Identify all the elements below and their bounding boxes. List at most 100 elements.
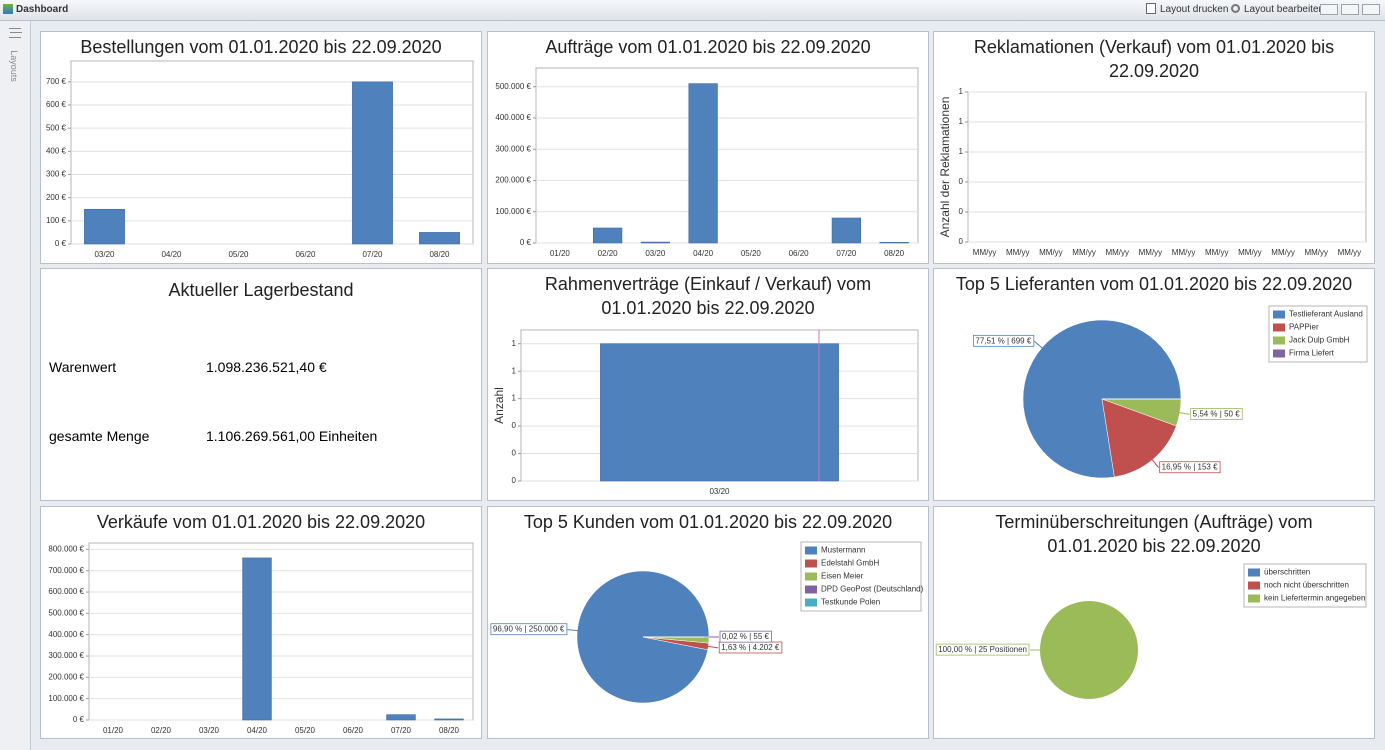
y-tick-label: 600.000 € (48, 587, 84, 596)
restore-button[interactable] (1341, 4, 1359, 15)
chart: 100,00 % | 25 Positionen überschritten noc… (935, 563, 1367, 699)
x-tick-label: 04/20 (247, 726, 268, 735)
sidebar-label[interactable]: Layouts (9, 50, 19, 82)
label-leader (1173, 411, 1190, 415)
x-tick-label: 08/20 (439, 726, 460, 735)
plot-area (70, 60, 474, 245)
chart-title: Top 5 Kunden vom 01.01.2020 bis 22.09.20… (523, 512, 893, 532)
chart-title: Reklamationen (Verkauf) vom 01.01.2020 b… (973, 37, 1335, 81)
bar (386, 714, 416, 721)
print-icon (1146, 3, 1156, 14)
x-tick-label: 06/20 (343, 726, 364, 735)
legend-label: noch nicht überschritten (1264, 581, 1349, 590)
x-tick-label: 02/20 (151, 726, 172, 735)
stock-value: 1.106.269.561,00 Einheiten (206, 428, 378, 444)
y-tick-label: 0 (512, 421, 517, 430)
y-axis-title: Anzahl (492, 387, 506, 424)
bar (242, 557, 272, 721)
y-tick-label: 1 (512, 339, 517, 348)
chart: 96,90 % | 250.000 € 1,63 % | 4.202 € 0,02 … (490, 541, 924, 704)
y-tick-label: 0 (959, 207, 964, 216)
edit-layout-button[interactable]: Layout bearbeiten (1244, 4, 1325, 15)
chart-title: Bestellungen vom 01.01.2020 bis 22.09.20… (80, 37, 442, 57)
x-tick-label: 03/20 (645, 249, 666, 258)
y-tick-label: 0 (512, 476, 517, 485)
legend-label: Mustermann (821, 546, 865, 555)
chart-panel: Reklamationen (Verkauf) vom 01.01.2020 b… (933, 31, 1375, 264)
bar (640, 241, 671, 244)
bar (600, 343, 839, 482)
label-box (935, 643, 1030, 656)
menu-icon[interactable] (9, 28, 21, 38)
x-tick-label: MM/yy (1039, 248, 1063, 257)
y-tick-label: 300 € (46, 170, 67, 179)
bar (688, 83, 718, 244)
bar (434, 718, 464, 721)
y-tick-label: 0 (959, 177, 964, 186)
data-label: 96,90 % | 250.000 € (493, 625, 565, 634)
legend-box (1243, 563, 1367, 608)
legend-swatch (1248, 594, 1260, 603)
bar (831, 217, 861, 244)
y-tick-label: 1 (512, 394, 517, 403)
chart-panel: Bestellungen vom 01.01.2020 bis 22.09.20… (40, 31, 482, 264)
x-tick-label: 02/20 (598, 249, 619, 258)
chart-panel: Verkäufe vom 01.01.2020 bis 22.09.2020 0 … (40, 506, 482, 739)
y-tick-label: 0 (512, 449, 517, 458)
print-layout-button[interactable]: Layout drucken (1160, 4, 1229, 15)
y-tick-label: 100.000 € (495, 207, 531, 216)
bar (879, 242, 909, 244)
x-tick-label: 07/20 (362, 250, 383, 259)
stock-label: gesamte Menge (49, 428, 150, 444)
x-tick-label: MM/yy (1105, 248, 1129, 257)
y-tick-label: 200 € (46, 193, 67, 202)
y-tick-label: 400.000 € (495, 113, 531, 122)
y-tick-label: 400 € (46, 146, 67, 155)
sidebar: Layouts (0, 21, 31, 750)
legend-box (800, 541, 922, 612)
y-tick-label: 200.000 € (495, 176, 531, 185)
data-label: 100,00 % | 25 Positionen (938, 645, 1027, 654)
chart: 0 0 0 1 1 1 MM/yy MM/yy MM/yy MM/yy MM/yy MM/yy MM/y… (938, 87, 1367, 257)
stock-panel: Aktueller Lagerbestand Warenwert 1.098.2… (40, 268, 482, 501)
legend-label: Testkunde Polen (821, 598, 880, 607)
bar (352, 81, 393, 245)
x-tick-label: MM/yy (1338, 248, 1362, 257)
x-tick-label: 03/20 (199, 726, 220, 735)
y-tick-label: 100.000 € (48, 694, 84, 703)
minimize-button[interactable] (1320, 4, 1338, 15)
y-tick-label: 0 € (55, 239, 67, 248)
y-tick-label: 500.000 € (48, 608, 84, 617)
x-tick-label: MM/yy (1139, 248, 1163, 257)
label-box (490, 623, 568, 636)
label-box (972, 334, 1035, 347)
y-tick-label: 1 (959, 117, 964, 126)
y-axis-title: Anzahl der Reklamationen (938, 97, 952, 238)
chart-panel: Top 5 Lieferanten vom 01.01.2020 bis 22.… (933, 268, 1375, 501)
legend-label: überschritten (1264, 568, 1310, 577)
close-button[interactable] (1362, 4, 1380, 15)
legend-swatch (1273, 323, 1285, 332)
legend-label: Jack Dulp GmbH (1289, 336, 1350, 345)
x-tick-label: 08/20 (429, 250, 450, 259)
y-tick-label: 1 (959, 147, 964, 156)
x-tick-label: 07/20 (391, 726, 412, 735)
legend-swatch (805, 559, 817, 568)
y-tick-label: 300.000 € (495, 144, 531, 153)
y-tick-label: 1 (512, 366, 517, 375)
y-tick-label: 700.000 € (48, 566, 84, 575)
data-label: 0,02 % | 55 € (722, 632, 770, 641)
y-tick-label: 500.000 € (495, 82, 531, 91)
window-title: Dashboard (16, 4, 69, 15)
y-tick-label: 300.000 € (48, 651, 84, 660)
label-leader (1033, 340, 1048, 353)
x-tick-label: MM/yy (1205, 248, 1229, 257)
label-leader (1147, 454, 1160, 468)
bar (84, 208, 125, 245)
stock-label: Warenwert (49, 359, 117, 375)
label-box (719, 630, 772, 643)
legend-swatch (1273, 349, 1285, 358)
title-bar: Dashboard Layout drucken Layout bearbeit… (0, 0, 1385, 21)
stock-title: Aktueller Lagerbestand (168, 280, 354, 300)
